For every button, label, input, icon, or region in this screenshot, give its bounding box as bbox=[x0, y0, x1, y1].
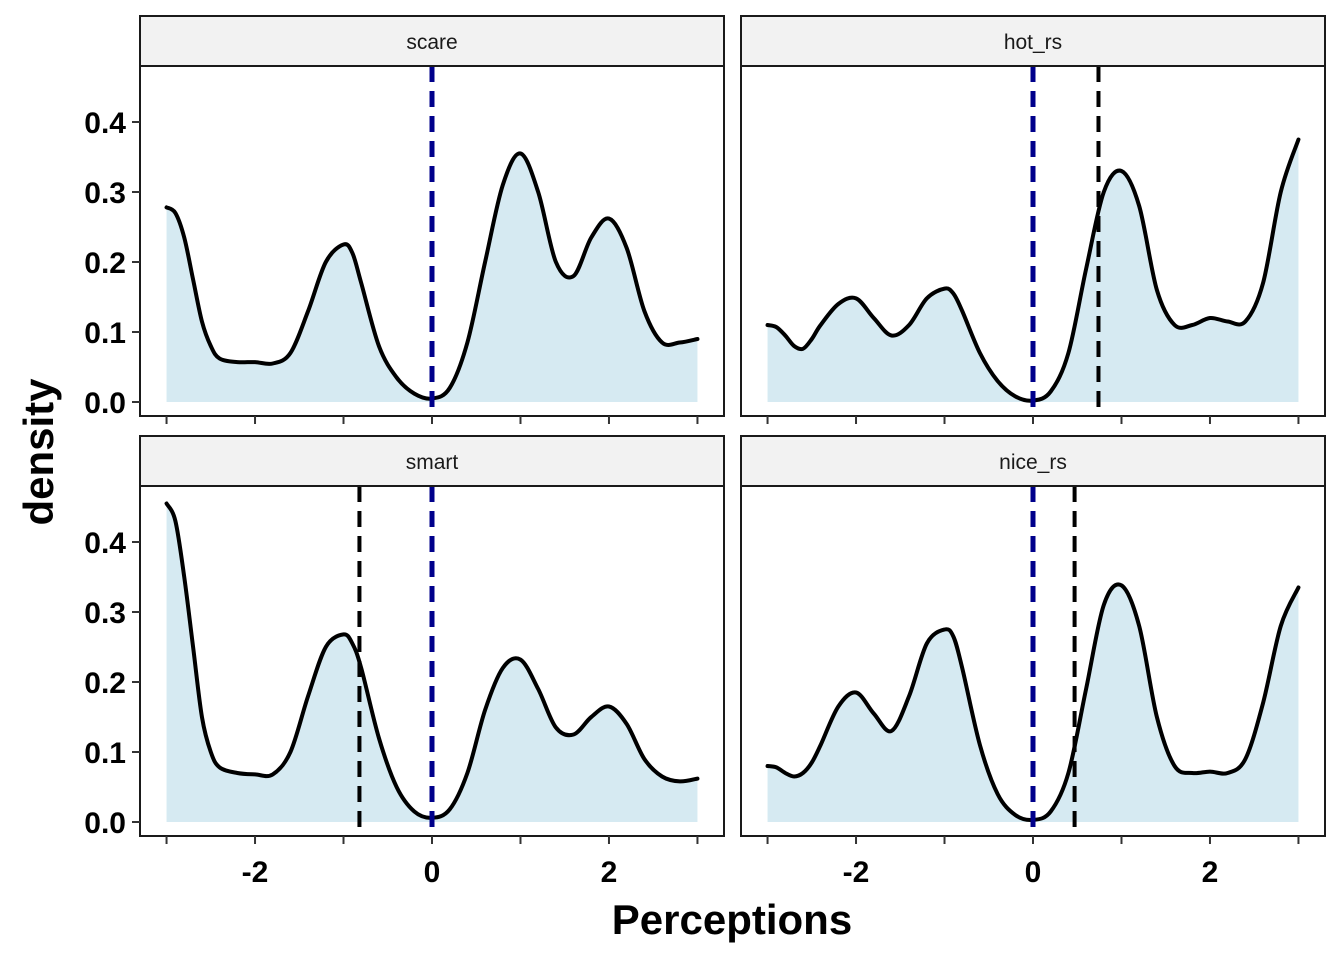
y-tick-label-scare-4: 0.4 bbox=[84, 107, 126, 140]
y-tick-label-scare-0: 0.0 bbox=[84, 387, 126, 420]
density-area-hot-rs bbox=[767, 139, 1299, 402]
density-line-nice-rs bbox=[765, 582, 1301, 823]
x-tick-label-smart-2: 2 bbox=[601, 856, 618, 889]
x-tick-label-nice-rs-1: 0 bbox=[1025, 856, 1042, 889]
facet-label-smart: smart bbox=[406, 451, 459, 474]
facet-label-nice-rs: nice_rs bbox=[999, 451, 1067, 474]
density-area-nice-rs bbox=[767, 584, 1299, 822]
y-tick-label-scare-3: 0.3 bbox=[84, 177, 126, 210]
y-tick-label-smart-1: 0.1 bbox=[84, 737, 126, 770]
density-area-scare bbox=[166, 153, 698, 402]
x-tick-label-nice-rs-0: -2 bbox=[843, 856, 870, 889]
y-tick-label-scare-2: 0.2 bbox=[84, 247, 126, 280]
facet-strip-smart bbox=[139, 435, 725, 487]
density-area-smart bbox=[166, 503, 698, 822]
y-axis-title: density bbox=[15, 378, 62, 526]
y-tick-label-smart-2: 0.2 bbox=[84, 667, 126, 700]
x-tick-label-nice-rs-2: 2 bbox=[1202, 856, 1219, 889]
x-axis-title: Perceptions bbox=[612, 896, 852, 943]
facet-strip-scare bbox=[139, 15, 725, 67]
density-line-smart bbox=[164, 501, 700, 820]
density-line-scare bbox=[164, 151, 700, 401]
facet-label-scare: scare bbox=[406, 31, 457, 54]
x-tick-label-smart-0: -2 bbox=[242, 856, 269, 889]
y-tick-label-smart-3: 0.3 bbox=[84, 597, 126, 630]
y-tick-label-smart-0: 0.0 bbox=[84, 807, 126, 840]
density-line-hot-rs bbox=[765, 137, 1301, 403]
facet-strip-nice-rs bbox=[740, 435, 1326, 487]
y-tick-label-smart-4: 0.4 bbox=[84, 527, 126, 560]
x-tick-label-smart-1: 0 bbox=[424, 856, 441, 889]
facet-label-hot-rs: hot_rs bbox=[1004, 31, 1062, 54]
y-tick-label-scare-1: 0.1 bbox=[84, 317, 126, 350]
